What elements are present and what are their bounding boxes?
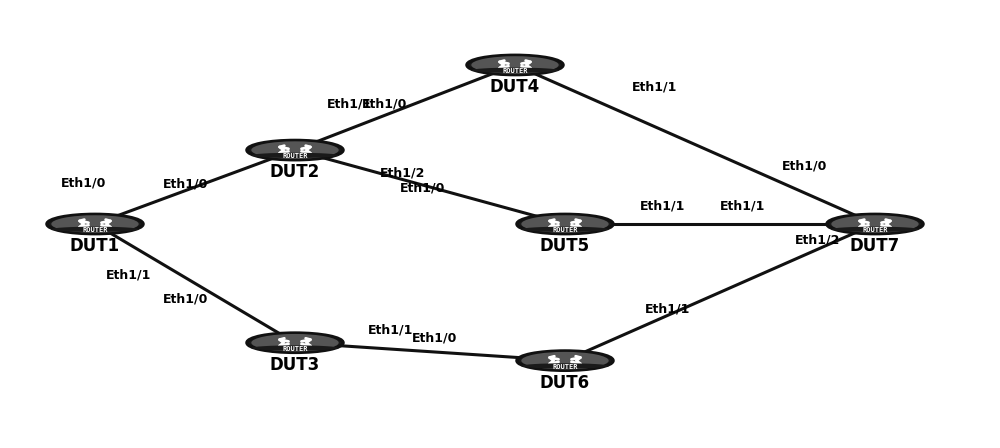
Text: DUT1: DUT1 [70, 237, 120, 255]
Text: Eth1/1: Eth1/1 [368, 323, 413, 336]
Text: Eth1/1: Eth1/1 [106, 268, 152, 281]
Ellipse shape [251, 141, 339, 159]
Ellipse shape [831, 215, 919, 233]
Text: Eth1/1: Eth1/1 [720, 199, 765, 213]
Text: Eth1/0: Eth1/0 [163, 178, 209, 191]
Text: ROUTER: ROUTER [282, 346, 308, 352]
Text: Eth1/2: Eth1/2 [795, 234, 840, 247]
Ellipse shape [521, 215, 609, 233]
Text: DUT4: DUT4 [490, 78, 540, 96]
Ellipse shape [471, 56, 559, 74]
Text: Eth1/0: Eth1/0 [412, 331, 457, 344]
Text: ROUTER: ROUTER [82, 227, 108, 233]
Ellipse shape [831, 227, 919, 232]
Ellipse shape [517, 351, 613, 370]
Text: DUT7: DUT7 [850, 237, 900, 255]
Text: ROUTER: ROUTER [552, 364, 578, 370]
Text: Eth1/1: Eth1/1 [327, 98, 373, 111]
Ellipse shape [251, 345, 339, 351]
Text: DUT6: DUT6 [540, 374, 590, 392]
Ellipse shape [827, 214, 923, 234]
Ellipse shape [51, 215, 139, 233]
Text: ROUTER: ROUTER [862, 227, 888, 233]
Text: Eth1/0: Eth1/0 [61, 177, 107, 190]
Text: Eth1/0: Eth1/0 [782, 160, 828, 173]
Text: Eth1/0: Eth1/0 [163, 292, 209, 305]
Text: DUT5: DUT5 [540, 237, 590, 255]
Text: Eth1/1: Eth1/1 [645, 302, 690, 315]
Text: DUT3: DUT3 [270, 356, 320, 374]
Ellipse shape [51, 227, 139, 232]
Text: Eth1/0: Eth1/0 [400, 181, 445, 194]
Ellipse shape [471, 68, 559, 73]
Text: ROUTER: ROUTER [552, 227, 578, 233]
Ellipse shape [467, 55, 563, 75]
Ellipse shape [247, 333, 343, 353]
Ellipse shape [521, 227, 609, 232]
Ellipse shape [521, 352, 609, 370]
Ellipse shape [517, 214, 613, 234]
Text: DUT2: DUT2 [270, 163, 320, 181]
Text: Eth1/2: Eth1/2 [380, 167, 425, 180]
Text: ROUTER: ROUTER [502, 68, 528, 74]
Text: Eth1/1: Eth1/1 [640, 199, 685, 213]
Text: Eth1/0: Eth1/0 [362, 98, 408, 111]
Text: ROUTER: ROUTER [282, 153, 308, 159]
Ellipse shape [251, 334, 339, 352]
Ellipse shape [247, 140, 343, 160]
Text: Eth1/1: Eth1/1 [632, 80, 678, 93]
Ellipse shape [47, 214, 143, 234]
Ellipse shape [521, 363, 609, 369]
Ellipse shape [251, 153, 339, 158]
